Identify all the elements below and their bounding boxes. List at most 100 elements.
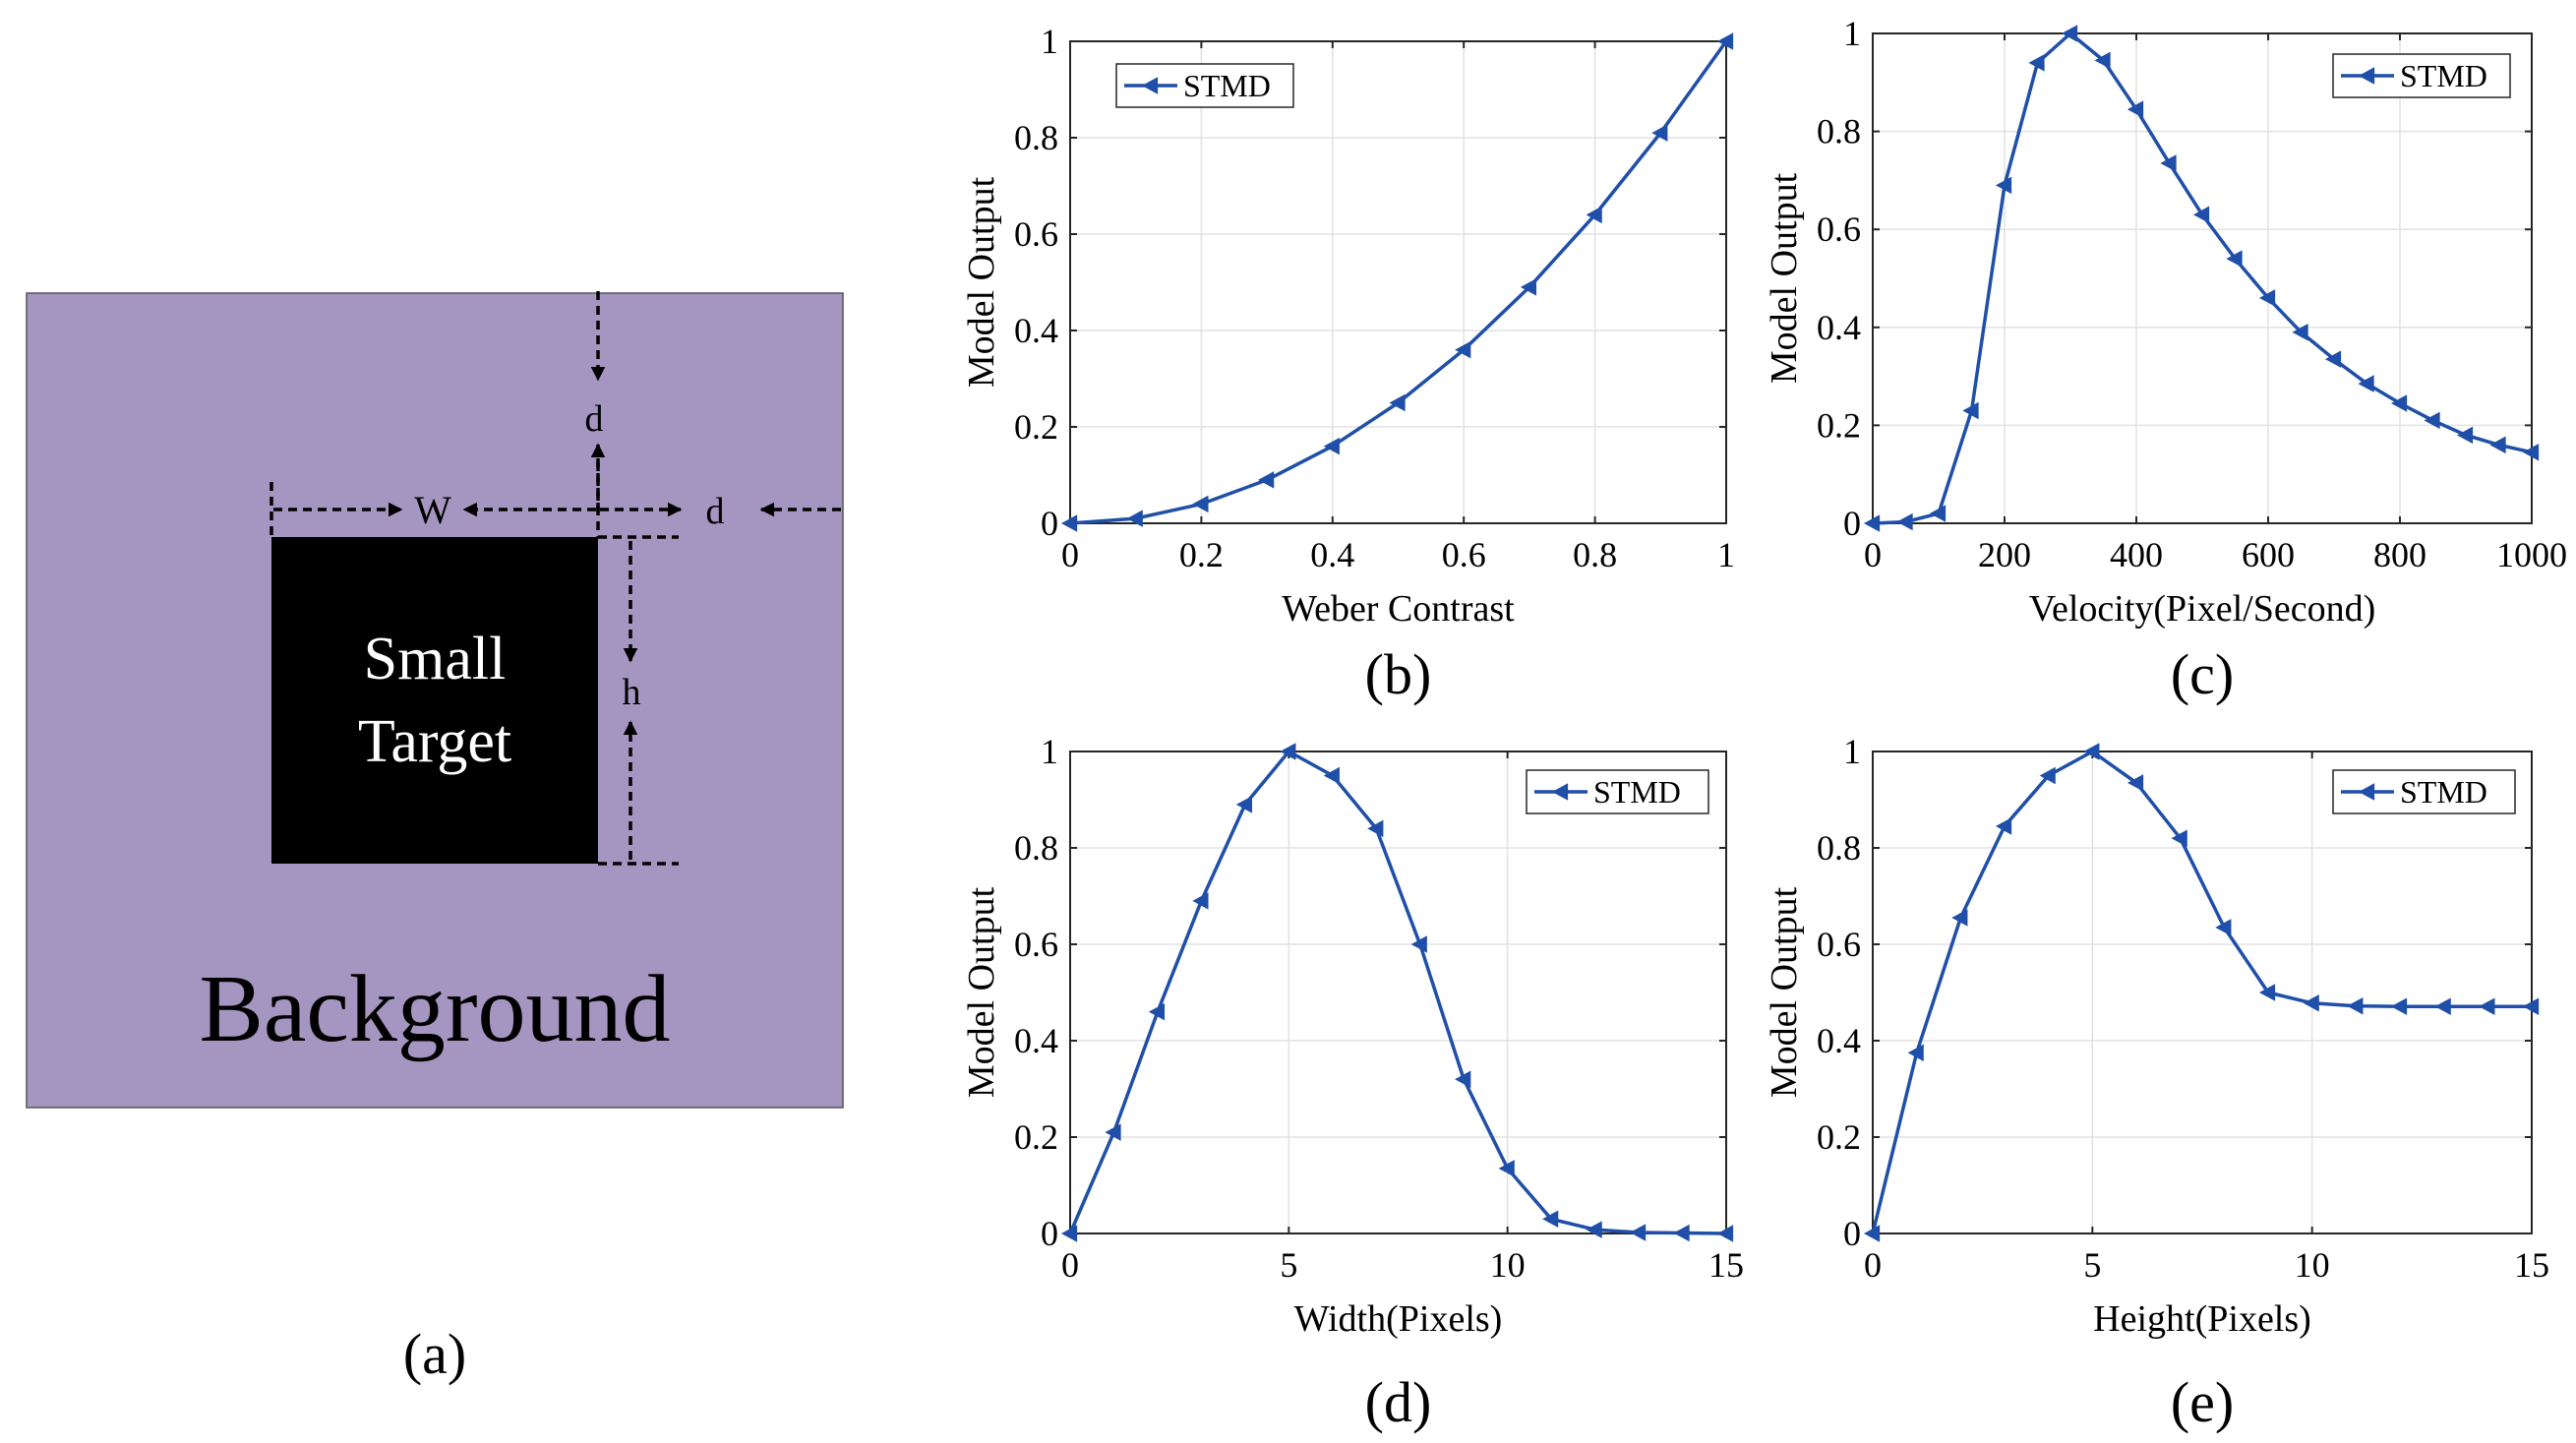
data-point: [1323, 437, 1340, 455]
legend-label: STMD: [1183, 68, 1271, 103]
y-axis-label: Model Output: [961, 886, 1002, 1098]
x-tick-label: 200: [1978, 535, 2031, 574]
y-tick-label: 1: [1041, 732, 1058, 771]
data-point: [2522, 997, 2540, 1015]
x-tick-label: 600: [2242, 535, 2295, 574]
axes-box: [1069, 751, 1727, 1234]
panel-a: d W d h Small Target Background (a): [26, 291, 844, 1386]
data-point: [1673, 1224, 1690, 1242]
data-point: [1929, 505, 1947, 522]
x-tick-label: 0: [1864, 535, 1882, 574]
data-point: [2424, 411, 2440, 430]
x-tick-label: 1000: [2496, 535, 2567, 574]
data-point: [2303, 994, 2319, 1012]
data-point: [1520, 278, 1537, 296]
data-point: [1455, 1070, 1471, 1088]
plot-area: [1873, 33, 2532, 523]
y-tick-label: 0.4: [1014, 311, 1058, 350]
data-point: [1962, 401, 1979, 420]
data-point: [2292, 324, 2308, 341]
x-tick-label: 0: [1061, 535, 1079, 574]
data-point: [1586, 206, 1602, 224]
y-tick-label: 1: [1843, 14, 1861, 53]
y-tick-label: 0.2: [1817, 405, 1861, 445]
x-tick-label: 0.4: [1310, 535, 1354, 574]
y-tick-label: 0: [1041, 1214, 1058, 1253]
y-axis-label: Model Output: [1764, 886, 1805, 1098]
label-d-top: d: [585, 398, 604, 440]
plot-area: [1873, 752, 2532, 1233]
data-point: [1995, 176, 2012, 195]
x-tick-label: 0.2: [1179, 535, 1224, 574]
data-point: [2127, 100, 2144, 118]
y-tick-label: 0.4: [1817, 1021, 1861, 1060]
background-label: Background: [200, 956, 671, 1062]
plot-area: [1070, 41, 1726, 523]
y-tick-label: 0.8: [1817, 828, 1861, 868]
data-point: [2061, 25, 2078, 42]
y-tick-label: 0.4: [1817, 308, 1861, 347]
y-tick-label: 0.8: [1014, 828, 1058, 868]
y-tick-label: 0.2: [1817, 1117, 1861, 1157]
data-point: [2456, 426, 2474, 445]
x-tick-label: 5: [1280, 1245, 1297, 1285]
series-line-stmd: [1871, 750, 2532, 1234]
data-point: [2171, 829, 2187, 847]
x-axis-label: Velocity(Pixel/Second): [2029, 588, 2375, 630]
data-point: [1863, 1225, 1881, 1242]
data-point: [1060, 1225, 1078, 1242]
data-point: [2028, 54, 2045, 72]
data-point: [1258, 471, 1275, 489]
panel-c: 0 200 400 600 800 1000 0 0.2 0.4 0.6 0.8 1 Velocity(…: [1764, 14, 2567, 706]
data-point: [2127, 774, 2144, 792]
data-point: [1498, 1160, 1515, 1177]
data-point: [1651, 124, 1668, 142]
panel-caption: (d): [1365, 1370, 1432, 1434]
data-point: [2324, 350, 2342, 368]
y-tick-label: 0.2: [1014, 1117, 1058, 1157]
data-point: [1192, 495, 1209, 513]
data-point: [2489, 436, 2506, 454]
data-point: [1323, 766, 1340, 785]
legend-marker: [2358, 67, 2375, 85]
data-point: [2390, 997, 2408, 1015]
data-point: [1542, 1210, 1559, 1229]
data-point: [1389, 393, 1406, 412]
data-point: [1060, 514, 1078, 532]
x-tick-label: 15: [2514, 1245, 2549, 1285]
x-tick-label: 10: [2295, 1245, 2330, 1285]
y-tick-label: 1: [1041, 22, 1058, 61]
x-axis-label: Height(Pixels): [2093, 1298, 2311, 1340]
data-point: [2390, 394, 2408, 412]
data-point: [1192, 892, 1209, 910]
data-point: [1367, 819, 1384, 838]
y-tick-label: 0.6: [1817, 210, 1861, 249]
y-tick-label: 0: [1843, 1214, 1861, 1253]
x-tick-label: 10: [1490, 1245, 1526, 1285]
y-tick-label: 0.6: [1014, 214, 1058, 254]
axes-box: [1872, 751, 2533, 1234]
data-point: [1586, 1221, 1602, 1238]
panel-e: 0 5 10 15 0 0.2 0.4 0.6 0.8 1 Height(Pixels) Model …: [1764, 732, 2549, 1434]
label-d-right: d: [706, 491, 725, 532]
data-point: [1455, 340, 1471, 359]
data-point: [2434, 997, 2451, 1015]
y-axis-label: Model Output: [1764, 172, 1805, 384]
data-point: [2215, 919, 2232, 936]
data-point: [2358, 375, 2374, 392]
data-point: [1716, 32, 1734, 50]
x-tick-label: 0.8: [1573, 535, 1617, 574]
data-point: [2347, 996, 2364, 1015]
data-point: [1896, 512, 1913, 531]
y-tick-label: 0.2: [1014, 407, 1058, 447]
small-target: [271, 537, 598, 864]
x-tick-label: 1: [1717, 535, 1735, 574]
data-point: [1863, 514, 1881, 532]
data-point: [2258, 984, 2276, 1001]
legend-marker: [2358, 783, 2375, 801]
x-axis-label: Width(Pixels): [1294, 1298, 1503, 1340]
x-tick-label: 0.6: [1442, 535, 1486, 574]
y-tick-label: 0.6: [1817, 925, 1861, 964]
y-tick-label: 0.4: [1014, 1021, 1058, 1060]
panel-caption: (e): [2171, 1370, 2234, 1434]
